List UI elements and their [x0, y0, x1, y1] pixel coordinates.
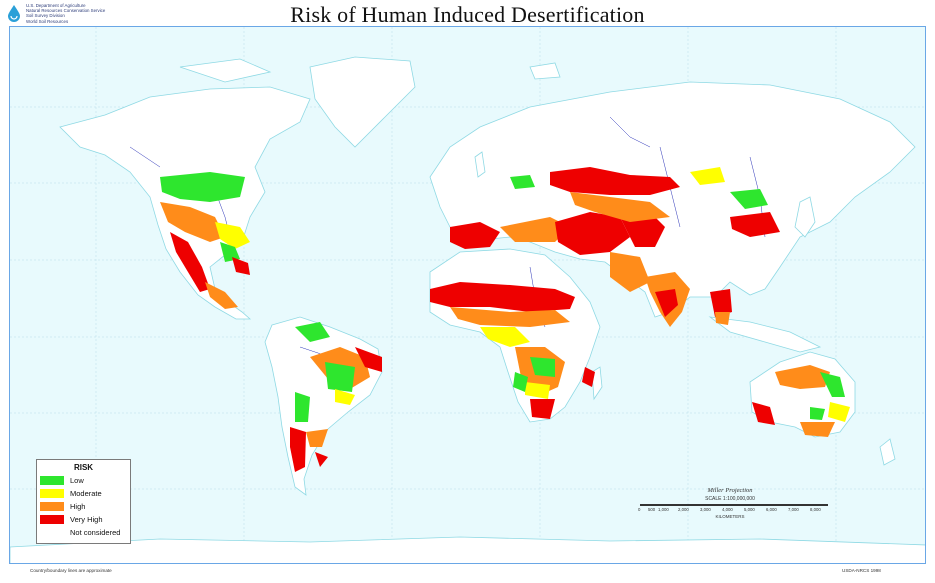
scale-tick: 2,000 [678, 507, 689, 512]
scale-bar [640, 504, 828, 506]
scale-tick: 6,000 [766, 507, 777, 512]
agency-line: U.S. Department of Agriculture [26, 3, 86, 8]
greenland [309, 56, 416, 148]
legend-item-not-considered: Not considered [40, 527, 120, 538]
legend-item-low: Low [40, 475, 84, 486]
legend-swatch [40, 515, 64, 524]
legend-swatch [40, 528, 64, 537]
scale-tick: 5,000 [744, 507, 755, 512]
scale-tick: 4,000 [722, 507, 733, 512]
legend-label: Low [70, 476, 84, 485]
map-legend: RISK Low Moderate High Very High Not con… [36, 459, 131, 544]
antarctica [10, 536, 925, 563]
footer-credit: USDA-NRCS 1998 [842, 568, 881, 573]
arctic-islands [179, 58, 272, 83]
legend-label: Very High [70, 515, 103, 524]
legend-label: Moderate [70, 489, 102, 498]
svalbard [529, 62, 561, 80]
legend-item-moderate: Moderate [40, 488, 102, 499]
legend-swatch [40, 502, 64, 511]
agency-line: Natural Resources Conservation Service [26, 8, 106, 14]
usda-logo-icon [8, 5, 20, 22]
header: U.S. Department of Agriculture Natural R… [0, 0, 935, 34]
legend-swatch [40, 476, 64, 485]
scale-text: SCALE 1:100,000,000 [705, 496, 755, 502]
legend-swatch [40, 489, 64, 498]
scale-tick: 8,000 [810, 507, 821, 512]
se-asia-islands [708, 316, 822, 353]
map-frame[interactable] [9, 26, 926, 564]
legend-label: Not considered [70, 528, 121, 537]
scale-block: Miller Projection SCALE 1:100,000,000 0 … [630, 487, 830, 527]
agency-line: Soil Survey Division [26, 13, 65, 19]
scale-unit: KILOMETERS [715, 514, 745, 519]
scale-tick: 1,000 [658, 507, 669, 512]
scale-tick: 500 [648, 507, 656, 512]
risk-zones [160, 167, 850, 472]
legend-label: High [70, 502, 86, 511]
world-map[interactable] [10, 27, 926, 564]
legend-item-high: High [40, 501, 85, 512]
agency-line: World Soil Resources [26, 18, 69, 24]
great-britain [474, 151, 486, 178]
legend-title: RISK [73, 463, 94, 472]
madagascar [591, 366, 603, 401]
map-title: Risk of Human Induced Desertification [290, 2, 645, 27]
legend-item-very-high: Very High [40, 514, 103, 525]
japan [794, 196, 816, 238]
agency-text: U.S. Department of Agriculture Natural R… [26, 3, 105, 24]
scale-tick: 3,000 [700, 507, 711, 512]
scale-tick: 0 [638, 507, 641, 512]
projection-label: Miller Projection [707, 487, 753, 494]
footer-source: Country/boundary lines are approximate [30, 568, 112, 573]
new-zealand [879, 438, 896, 466]
scale-tick: 7,000 [788, 507, 799, 512]
